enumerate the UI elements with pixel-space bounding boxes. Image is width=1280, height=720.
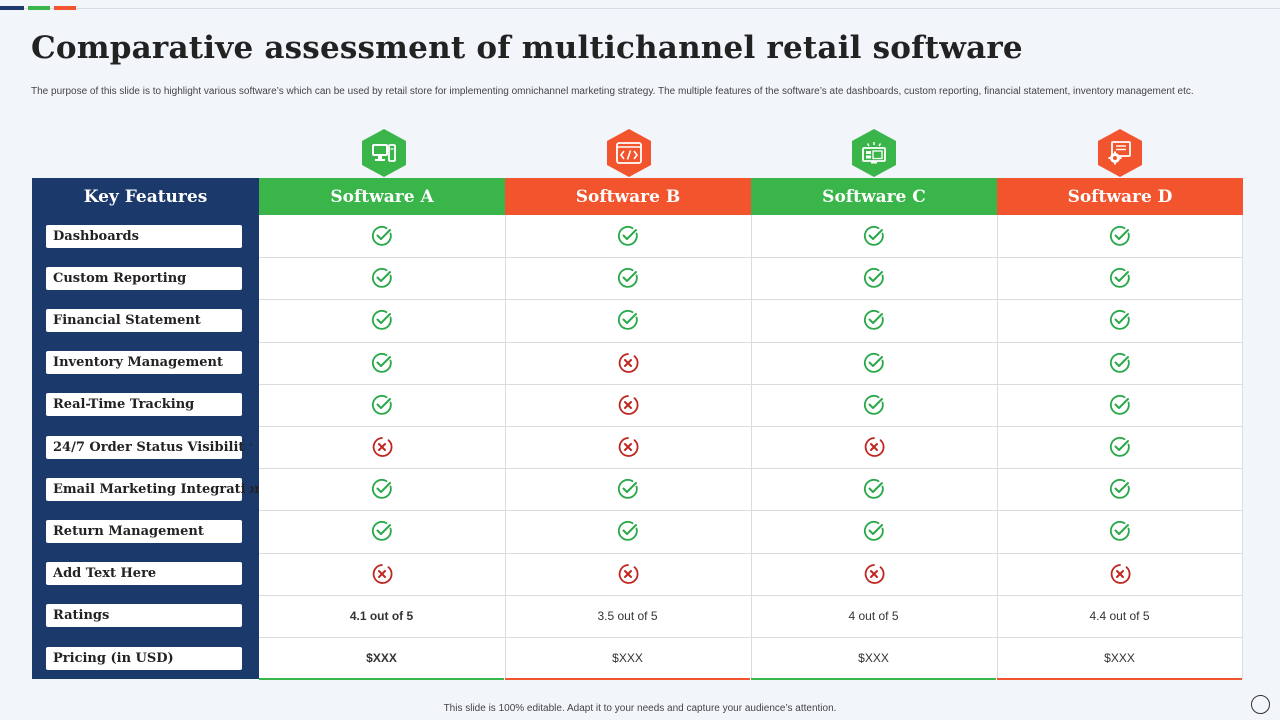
cross-icon <box>751 553 996 595</box>
feature-arrow <box>245 438 252 457</box>
check-icon <box>997 426 1242 468</box>
check-icon <box>505 215 750 257</box>
feature-arrow <box>245 564 252 583</box>
feature-arrow <box>245 269 252 288</box>
software-header: Software A <box>259 178 505 215</box>
code-window-icon <box>606 128 652 178</box>
accent-bar-orange <box>54 6 76 10</box>
software-header: Software D <box>997 178 1243 215</box>
check-icon <box>505 257 750 299</box>
feature-label: Dashboards <box>45 223 243 249</box>
check-icon <box>997 384 1242 426</box>
cross-icon <box>259 426 504 468</box>
feature-label: Ratings <box>45 603 243 629</box>
software-header: Software C <box>751 178 997 215</box>
key-features-column <box>32 178 259 679</box>
check-icon <box>505 468 750 510</box>
feature-label: Custom Reporting <box>45 265 243 291</box>
check-icon <box>259 384 504 426</box>
check-icon <box>751 468 996 510</box>
rating-value: 4 out of 5 <box>848 608 899 623</box>
feature-arrow <box>245 353 252 372</box>
check-icon <box>997 342 1242 384</box>
feature-label: Add Text Here <box>45 561 243 587</box>
slide-subtitle: The purpose of this slide is to highligh… <box>31 86 1194 97</box>
check-icon <box>505 299 750 341</box>
accent-bar-navy <box>0 6 24 10</box>
desktop-computer-icon <box>361 128 407 178</box>
feature-arrow <box>245 649 252 668</box>
check-icon <box>751 299 996 341</box>
check-icon <box>751 257 996 299</box>
feature-label: Email Marketing Integration <box>45 476 264 502</box>
cross-icon <box>505 426 750 468</box>
check-icon <box>997 468 1242 510</box>
slide-footer: This slide is 100% editable. Adapt it to… <box>443 703 837 714</box>
feature-arrow <box>245 522 252 541</box>
corner-circle-icon <box>1251 695 1270 714</box>
price-value: $XXX <box>858 651 889 665</box>
check-icon <box>259 468 504 510</box>
cross-icon <box>505 384 750 426</box>
cross-icon <box>997 553 1242 595</box>
column-divider <box>997 215 998 679</box>
software-header: Software B <box>505 178 751 215</box>
rating-value: 3.5 out of 5 <box>597 608 658 623</box>
key-features-header: Key Features <box>83 186 208 207</box>
feature-arrow <box>245 227 252 246</box>
price-value: $XXX <box>612 651 643 665</box>
check-icon <box>751 342 996 384</box>
cross-icon <box>505 553 750 595</box>
top-divider <box>0 8 1280 9</box>
check-icon <box>751 384 996 426</box>
feature-arrow <box>245 395 252 414</box>
accent-bar-green <box>28 6 50 10</box>
settings-document-icon <box>1097 128 1143 178</box>
rating-value: 4.1 out of 5 <box>349 608 414 623</box>
check-icon <box>997 299 1242 341</box>
dashboard-monitor-icon <box>851 128 897 178</box>
check-icon <box>751 215 996 257</box>
cross-icon <box>751 426 996 468</box>
cross-icon <box>259 553 504 595</box>
column-bottom-accent <box>259 678 504 680</box>
check-icon <box>997 257 1242 299</box>
check-icon <box>997 215 1242 257</box>
check-icon <box>505 510 750 552</box>
feature-label: Return Management <box>45 519 243 544</box>
check-icon <box>997 510 1242 552</box>
feature-label: Pricing (in USD) <box>45 645 243 671</box>
feature-arrow <box>245 606 252 625</box>
slide-title: Comparative assessment of multichannel r… <box>31 30 1023 66</box>
check-icon <box>259 299 504 341</box>
feature-arrow <box>245 311 252 330</box>
check-icon <box>259 215 504 257</box>
feature-label: Inventory Management <box>45 350 243 376</box>
rating-value: 4.4 out of 5 <box>1089 608 1150 623</box>
feature-label: Real-Time Tracking <box>45 392 243 418</box>
price-value: $XXX <box>1104 651 1135 665</box>
column-divider <box>505 215 506 679</box>
column-bottom-accent <box>751 678 996 680</box>
column-bottom-accent <box>997 678 1242 680</box>
price-value: $XXX <box>366 651 397 665</box>
feature-arrow <box>245 480 252 499</box>
feature-label: Financial Statement <box>45 308 243 333</box>
column-bottom-accent <box>505 678 750 680</box>
check-icon <box>259 342 504 384</box>
cross-icon <box>505 342 750 384</box>
feature-label: 24/7 Order Status Visibility <box>45 434 252 460</box>
check-icon <box>259 510 504 552</box>
column-divider <box>751 215 752 679</box>
check-icon <box>259 257 504 299</box>
check-icon <box>751 510 996 552</box>
